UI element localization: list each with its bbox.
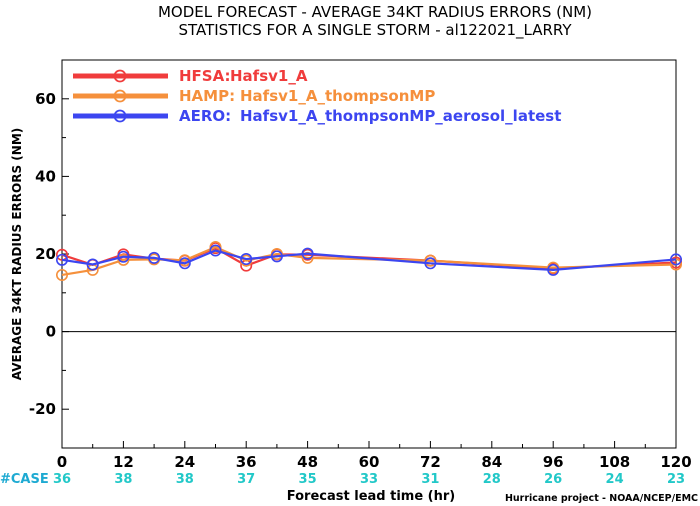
- legend-series-label: Hafsv1_A: [230, 67, 308, 85]
- series-3-point: [547, 263, 560, 276]
- legend-swatch-marker: [113, 89, 127, 103]
- legend: HFSA: Hafsv1_A HAMP: Hafsv1_A_thompsonMP AER…: [73, 67, 561, 125]
- series-3-point: [55, 253, 68, 266]
- series-3-point: [117, 250, 130, 263]
- case-count-value: 38: [176, 472, 194, 487]
- credit-text: Hurricane project - NOAA/NCEP/EMC: [505, 493, 698, 504]
- case-count-value: 37: [237, 472, 255, 487]
- x-tick-label: 72: [420, 453, 441, 471]
- case-count-value: 31: [421, 472, 439, 487]
- chart-title-line-2: STATISTICS FOR A SINGLE STORM - al122021…: [178, 21, 572, 40]
- y-tick-label: 60: [35, 90, 56, 108]
- x-tick-label: 108: [599, 453, 630, 471]
- y-tick-label: 20: [35, 245, 56, 263]
- x-tick-label: 84: [481, 453, 502, 471]
- legend-series-name: AERO:: [179, 107, 231, 125]
- series-3-point: [178, 257, 191, 270]
- series-3-point: [209, 244, 222, 257]
- series-layer: [55, 241, 682, 281]
- y-tick-label: -20: [29, 400, 56, 418]
- series-2-point: [209, 241, 222, 254]
- series-2-point: [55, 268, 68, 281]
- series-3-point: [424, 257, 437, 270]
- legend-series-label: Hafsv1_A_thompsonMP: [240, 87, 435, 105]
- chart-title-line-1: MODEL FORECAST - AVERAGE 34KT RADIUS ERR…: [158, 3, 592, 21]
- y-axis-label: AVERAGE 34KT RADIUS ERRORS (NM): [10, 128, 24, 380]
- series-3-point: [148, 251, 161, 264]
- series-line-2: [61, 245, 677, 277]
- case-count-row: 36 38 38 37 35 33 31 28 26 24 23: [53, 472, 685, 487]
- y-axis: -20 0 20 40 60: [29, 59, 69, 449]
- legend-swatch-marker: [113, 109, 127, 123]
- legend-series-label: Hafsv1_A_thompsonMP_aerosol_latest: [240, 107, 561, 125]
- series-2-point: [117, 253, 130, 266]
- legend-series-name: HAMP:: [179, 87, 235, 105]
- x-tick-label: 24: [174, 453, 195, 471]
- y-tick-label: 40: [35, 167, 56, 185]
- series-2-point: [669, 258, 682, 271]
- x-tick-label: 0: [57, 453, 67, 471]
- x-tick-label: 48: [297, 453, 318, 471]
- case-count-value: 36: [53, 472, 71, 487]
- x-axis-label: Forecast lead time (hr): [287, 489, 455, 504]
- series-3-point: [270, 250, 283, 263]
- case-count-value: 35: [299, 472, 317, 487]
- x-tick-label: 60: [359, 453, 380, 471]
- legend-series-name: HFSA:: [179, 67, 231, 85]
- x-tick-label: 12: [113, 453, 134, 471]
- y-tick-label: 0: [46, 323, 56, 341]
- legend-swatch-marker: [113, 69, 127, 83]
- x-tick-label: 120: [660, 453, 691, 471]
- x-tick-label: 96: [543, 453, 564, 471]
- x-axis: 0 12 24 36 48 60 72 84 96 108 120: [57, 441, 692, 471]
- x-tick-label: 36: [236, 453, 257, 471]
- case-count-value: 28: [483, 472, 501, 487]
- case-count-value: 33: [360, 472, 378, 487]
- series-3-point: [669, 253, 682, 266]
- case-count-value: 26: [544, 472, 562, 487]
- case-count-value: 38: [114, 472, 132, 487]
- case-count-value: 23: [667, 472, 685, 487]
- series-3-point: [301, 247, 314, 260]
- series-3-point: [86, 258, 99, 271]
- case-count-value: 24: [606, 472, 624, 487]
- series-3-point: [240, 253, 253, 266]
- case-count-label: #CASE: [0, 472, 49, 487]
